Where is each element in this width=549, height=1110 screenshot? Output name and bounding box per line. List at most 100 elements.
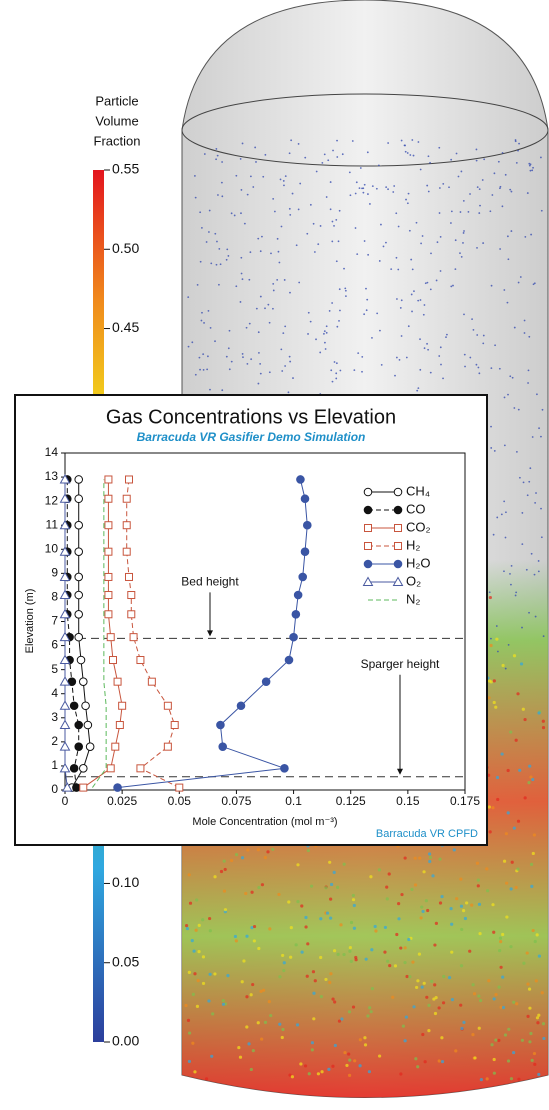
particle xyxy=(387,142,390,144)
particle xyxy=(490,425,492,428)
particle xyxy=(352,903,356,908)
particle xyxy=(490,367,493,370)
particle xyxy=(358,1064,362,1068)
particle xyxy=(423,347,426,350)
particle xyxy=(419,299,422,301)
marker xyxy=(363,505,373,515)
particle xyxy=(426,184,429,187)
particle xyxy=(380,363,383,366)
particle xyxy=(211,1012,215,1016)
particle xyxy=(361,356,364,358)
inset-chart: Gas Concentrations vs Elevation Barracud… xyxy=(14,394,488,846)
particle xyxy=(383,950,387,954)
particle xyxy=(531,169,534,172)
particle xyxy=(491,194,494,196)
particle xyxy=(403,960,407,965)
particle xyxy=(528,764,532,768)
particle xyxy=(475,159,478,162)
particle xyxy=(323,330,326,333)
particle xyxy=(369,875,373,879)
particle xyxy=(506,301,509,304)
y-tick-label: 7 xyxy=(51,614,58,628)
particle xyxy=(199,211,202,214)
particle xyxy=(257,237,260,240)
particle xyxy=(531,777,535,782)
particle xyxy=(471,983,475,987)
particle xyxy=(371,336,373,339)
particle xyxy=(528,611,530,614)
particle xyxy=(404,1015,408,1019)
particle xyxy=(223,908,228,912)
particle xyxy=(204,1077,209,1081)
particle xyxy=(283,279,286,281)
particle xyxy=(395,356,398,359)
particle xyxy=(187,1059,192,1064)
particle xyxy=(281,1027,285,1032)
particle xyxy=(198,356,201,359)
particle xyxy=(410,293,413,296)
particle xyxy=(425,995,429,999)
particle xyxy=(428,852,432,856)
particle xyxy=(201,918,205,922)
particle xyxy=(512,826,516,830)
particle xyxy=(479,1077,483,1082)
particle xyxy=(441,1001,446,1005)
particle xyxy=(521,512,524,514)
particle xyxy=(503,570,505,573)
particle xyxy=(403,144,406,147)
particle xyxy=(534,615,537,618)
particle xyxy=(349,194,352,197)
particle xyxy=(501,932,505,937)
particle xyxy=(203,153,206,155)
y-tick-label: 5 xyxy=(51,662,58,676)
particle xyxy=(409,154,412,156)
particle xyxy=(469,193,471,195)
particle xyxy=(240,272,243,275)
particle xyxy=(494,1038,498,1042)
particle xyxy=(528,164,531,167)
particle xyxy=(447,975,452,980)
particle xyxy=(377,164,380,167)
y-tick-label: 14 xyxy=(45,445,59,459)
marker xyxy=(293,590,303,600)
particle xyxy=(467,210,470,213)
particle xyxy=(235,285,238,288)
particle xyxy=(245,326,248,329)
particle xyxy=(349,959,353,963)
particle xyxy=(540,435,542,438)
particle xyxy=(309,320,312,323)
marker xyxy=(394,524,402,532)
x-tick-label: 0.15 xyxy=(396,794,420,808)
particle xyxy=(219,263,222,266)
particle xyxy=(412,154,415,157)
particle xyxy=(420,242,422,245)
particle xyxy=(304,915,308,920)
particle xyxy=(429,161,431,164)
particle xyxy=(471,1033,475,1037)
particle xyxy=(397,225,400,228)
particle xyxy=(459,211,462,213)
particle xyxy=(478,212,481,214)
particle xyxy=(517,281,520,284)
particle xyxy=(410,258,413,261)
particle xyxy=(416,979,420,983)
particle xyxy=(239,158,242,160)
particle xyxy=(497,1038,501,1042)
particle xyxy=(261,235,263,238)
particle xyxy=(477,994,481,998)
particle xyxy=(476,334,479,336)
particle xyxy=(249,175,252,178)
particle xyxy=(478,932,482,936)
particle xyxy=(288,152,291,155)
particle xyxy=(413,290,415,293)
annotation-arrowhead xyxy=(397,768,403,775)
particle xyxy=(477,366,480,369)
marker xyxy=(72,783,81,792)
particle xyxy=(499,1005,503,1009)
marker xyxy=(74,572,84,582)
particle xyxy=(454,268,457,271)
marker xyxy=(393,559,403,569)
particle xyxy=(492,533,495,536)
particle xyxy=(380,223,382,226)
